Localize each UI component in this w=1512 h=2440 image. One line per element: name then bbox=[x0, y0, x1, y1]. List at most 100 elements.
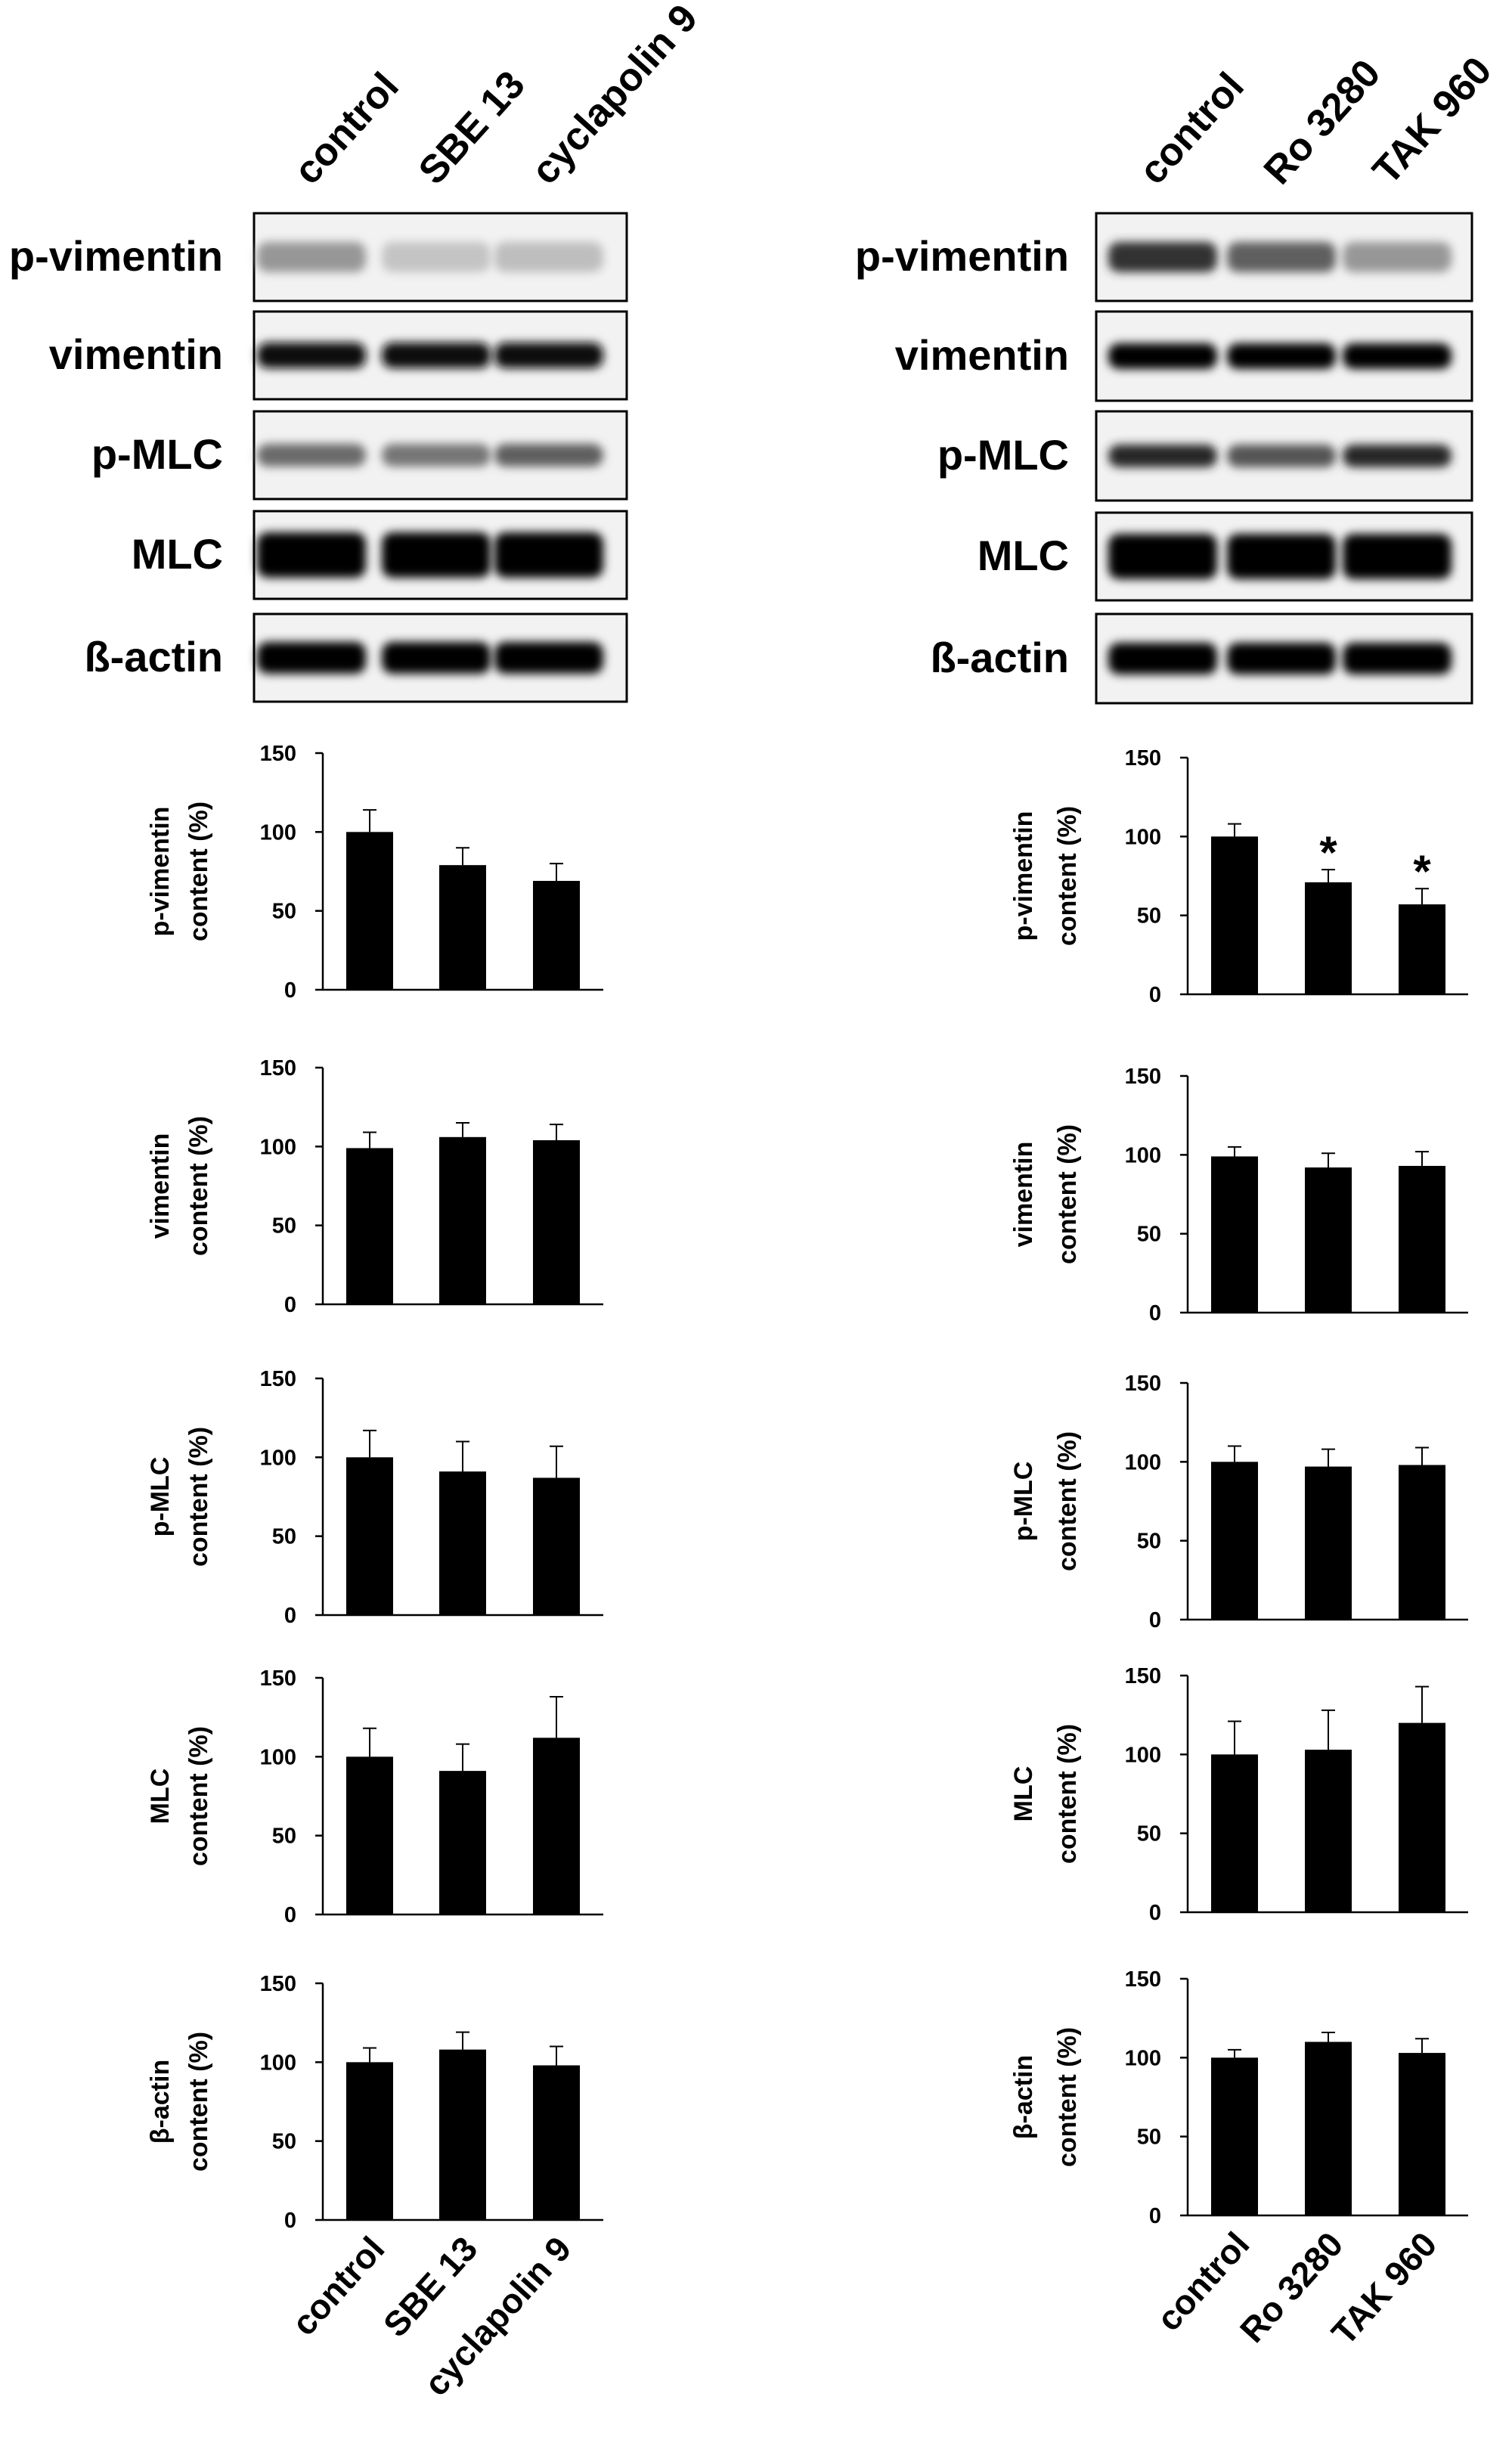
lane-label: control bbox=[286, 64, 407, 193]
error-bar bbox=[363, 1131, 376, 1149]
bar bbox=[346, 1756, 393, 1914]
blot-label: p-vimentin bbox=[9, 232, 223, 280]
y-tick-label: 50 bbox=[272, 2130, 296, 2154]
error-bar bbox=[363, 1727, 376, 1757]
blot-band bbox=[382, 642, 491, 674]
blot-band bbox=[1343, 534, 1452, 579]
bar-chart: 0 50 100 150 p-vimentin content (%) bbox=[146, 742, 603, 1003]
y-axis-label: content (%) bbox=[184, 2032, 213, 2172]
error-bar bbox=[456, 1440, 469, 1472]
error-bar bbox=[550, 1445, 563, 1478]
y-axis-label: p-vimentin bbox=[1009, 811, 1038, 941]
blot-band bbox=[494, 444, 603, 467]
y-axis-label: MLC bbox=[146, 1769, 175, 1825]
y-tick-label: 150 bbox=[1125, 1967, 1161, 1992]
bar bbox=[1305, 1167, 1352, 1313]
error-bar bbox=[456, 2031, 469, 2050]
bar bbox=[439, 1471, 486, 1615]
blot-band bbox=[257, 444, 366, 467]
y-axis-label: β-actin bbox=[1009, 2055, 1038, 2139]
error-bar bbox=[363, 2047, 376, 2063]
error-bar bbox=[1415, 1446, 1429, 1465]
bar bbox=[1399, 904, 1445, 994]
y-tick-label: 50 bbox=[1137, 1223, 1161, 1247]
y-axis-label: p-vimentin bbox=[146, 807, 175, 937]
error-bar bbox=[1415, 888, 1429, 905]
error-bar bbox=[1321, 869, 1335, 882]
bar bbox=[1211, 2057, 1258, 2215]
lane-label: control bbox=[1131, 64, 1253, 193]
y-tick-label: 0 bbox=[1149, 1608, 1161, 1632]
bar bbox=[1305, 882, 1352, 994]
y-tick-label: 0 bbox=[1149, 1301, 1161, 1325]
error-bar bbox=[550, 1124, 563, 1140]
lane-label: TAK 960 bbox=[1365, 48, 1501, 193]
bar bbox=[1399, 1722, 1445, 1912]
blot-band bbox=[1227, 242, 1336, 272]
error-bar bbox=[1228, 1146, 1241, 1157]
blot-band bbox=[1108, 445, 1217, 467]
y-axis-label: p-MLC bbox=[1009, 1462, 1038, 1542]
bar bbox=[346, 2062, 393, 2220]
bar bbox=[533, 1738, 580, 1914]
y-tick-label: 50 bbox=[1137, 2125, 1161, 2150]
blot-band bbox=[1108, 643, 1217, 674]
y-axis-label: vimentin bbox=[1009, 1142, 1038, 1248]
y-tick-label: 150 bbox=[260, 1367, 296, 1391]
y-tick-label: 100 bbox=[1125, 2046, 1161, 2070]
blot-band bbox=[494, 242, 603, 272]
blot-band bbox=[1108, 343, 1217, 369]
blot-label: vimentin bbox=[49, 330, 223, 378]
y-axis-label: p-MLC bbox=[146, 1457, 175, 1537]
bar bbox=[439, 2049, 486, 2220]
y-axis-label: content (%) bbox=[1053, 2027, 1082, 2167]
y-tick-label: 100 bbox=[260, 1745, 296, 1769]
error-bar bbox=[1321, 2031, 1335, 2042]
y-tick-label: 150 bbox=[1125, 1065, 1161, 1089]
y-tick-label: 100 bbox=[1125, 1450, 1161, 1474]
bar bbox=[1305, 1750, 1352, 1912]
bar-chart: 0 50 100 150 p-MLC content (%) bbox=[146, 1367, 603, 1628]
y-tick-label: 0 bbox=[284, 1293, 296, 1317]
y-tick-label: 0 bbox=[1149, 983, 1161, 1007]
blot-band bbox=[494, 343, 603, 368]
blot-band bbox=[1227, 643, 1336, 674]
bar bbox=[533, 2065, 580, 2220]
error-bar bbox=[1321, 1448, 1335, 1467]
error-bar bbox=[1321, 1709, 1335, 1750]
y-tick-label: 50 bbox=[1137, 904, 1161, 929]
bar bbox=[1305, 2042, 1352, 2215]
y-tick-label: 100 bbox=[260, 2051, 296, 2075]
bar bbox=[1211, 1156, 1258, 1313]
blot-label: MLC bbox=[978, 532, 1069, 579]
blot-label: ß-actin bbox=[930, 634, 1069, 681]
bar-chart: 0 50 100 150 p-vimentin content (%) * * bbox=[1009, 746, 1468, 1007]
blot-band bbox=[382, 242, 491, 272]
bar bbox=[1399, 1165, 1445, 1313]
blot-band bbox=[257, 343, 366, 368]
bar-chart: 0 50 100 150 MLC content (%) bbox=[1009, 1664, 1468, 1925]
blot-band bbox=[1343, 343, 1452, 369]
y-axis-label: content (%) bbox=[1053, 1431, 1082, 1571]
y-tick-label: 100 bbox=[1125, 1143, 1161, 1167]
bar bbox=[346, 1148, 393, 1304]
error-bar bbox=[550, 863, 563, 882]
y-tick-label: 0 bbox=[284, 978, 296, 1003]
error-bar bbox=[1228, 1720, 1241, 1755]
error-bar bbox=[1228, 2048, 1241, 2058]
blot-band bbox=[1227, 534, 1336, 579]
y-tick-label: 100 bbox=[1125, 1743, 1161, 1767]
bar bbox=[439, 1771, 486, 1914]
y-tick-label: 150 bbox=[1125, 1372, 1161, 1396]
error-bar bbox=[1415, 1151, 1429, 1166]
y-tick-label: 0 bbox=[284, 1903, 296, 1927]
blot-label: p-MLC bbox=[937, 431, 1069, 479]
blot-band bbox=[382, 444, 491, 467]
y-axis-label: vimentin bbox=[146, 1133, 175, 1239]
error-bar bbox=[363, 809, 376, 832]
bar-chart: 0 50 100 150 vimentin content (%) bbox=[1009, 1065, 1468, 1325]
error-bar bbox=[1415, 1685, 1429, 1723]
bar bbox=[533, 1139, 580, 1304]
